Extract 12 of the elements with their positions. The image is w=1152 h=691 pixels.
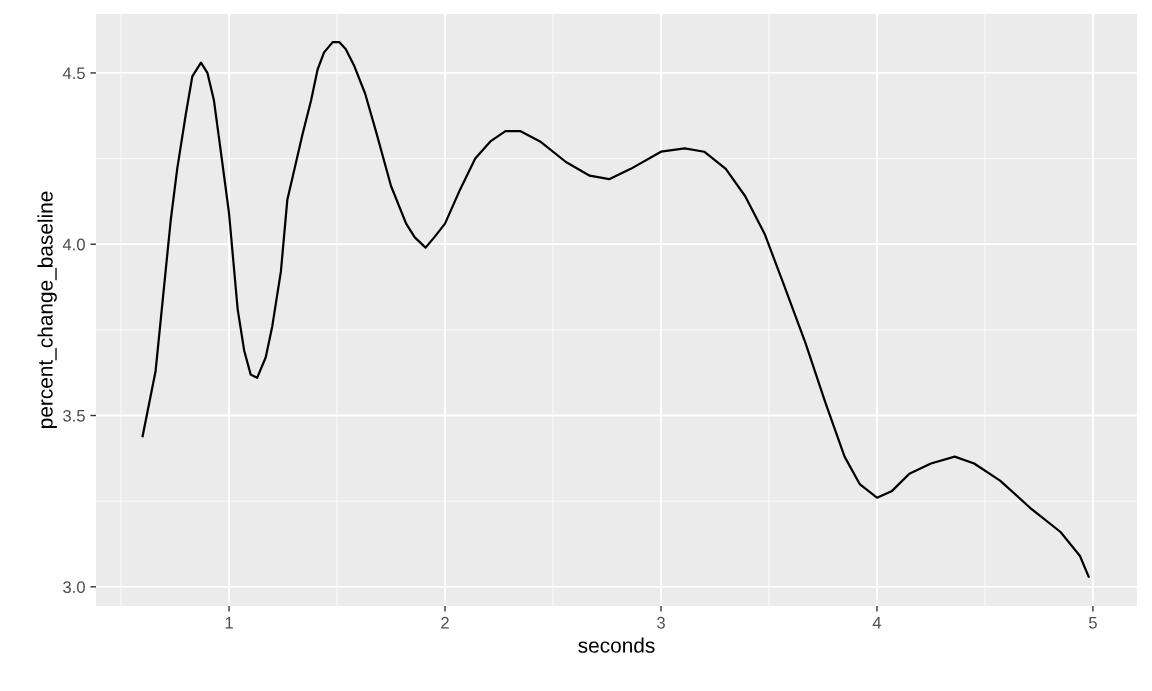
x-tick-label: 2 [441, 616, 449, 629]
x-tick-label: 1 [225, 617, 233, 629]
x-tick-label: 3 [656, 616, 665, 629]
y-tick-label: 4.0 [62, 238, 85, 251]
x-axis-title: seconds [578, 637, 655, 653]
y-tick-label: 4.5 [62, 67, 85, 80]
x-tick-label: 4 [872, 617, 882, 629]
y-tick-label: 3.0 [63, 581, 85, 594]
x-tick-label: 5 [1088, 617, 1097, 629]
line-series [141, 40, 1090, 578]
y-tick-label: 3.5 [63, 409, 85, 422]
y-axis-title: percent_change_baseline [37, 191, 57, 428]
